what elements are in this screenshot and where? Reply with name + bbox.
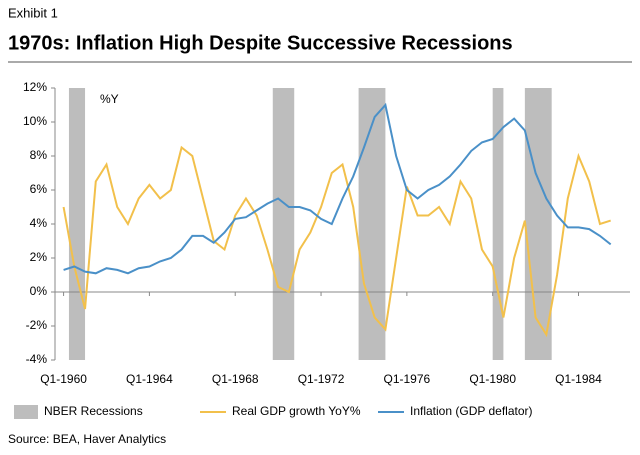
y-tick-label: 8% [30, 148, 48, 162]
exhibit-label: Exhibit 1 [8, 5, 58, 20]
y-tick-label: -2% [26, 318, 48, 332]
y-tick-label: 12% [23, 80, 47, 94]
recession-band [272, 88, 295, 360]
y-tick-label: 0% [30, 284, 48, 298]
legend-label: NBER Recessions [44, 404, 143, 418]
y-tick-label: 4% [30, 216, 48, 230]
source-note: Source: BEA, Haver Analytics [8, 432, 166, 446]
recession-band [68, 88, 86, 360]
annotation: %Y [100, 92, 119, 106]
x-tick-label: Q1-1976 [384, 372, 431, 386]
recession-band [358, 88, 386, 360]
y-tick-label: -4% [26, 352, 48, 366]
x-tick-label: Q1-1960 [40, 372, 87, 386]
y-tick-label: 10% [23, 114, 47, 128]
x-tick-label: Q1-1980 [469, 372, 516, 386]
chart-title: 1970s: Inflation High Despite Successive… [8, 32, 513, 54]
y-tick-label: 2% [30, 250, 48, 264]
recession-band [524, 88, 552, 360]
x-tick-label: Q1-1964 [126, 372, 173, 386]
legend-swatch [14, 405, 38, 419]
series-line [62, 145, 611, 338]
series-line [63, 102, 612, 275]
y-tick-label: 6% [30, 182, 48, 196]
legend-label: Inflation (GDP deflator) [410, 404, 533, 418]
legend-label: Real GDP growth YoY% [232, 404, 361, 418]
x-tick-label: Q1-1968 [212, 372, 259, 386]
recession-band [492, 88, 504, 360]
x-tick-label: Q1-1972 [298, 372, 345, 386]
x-tick-label: Q1-1984 [555, 372, 602, 386]
